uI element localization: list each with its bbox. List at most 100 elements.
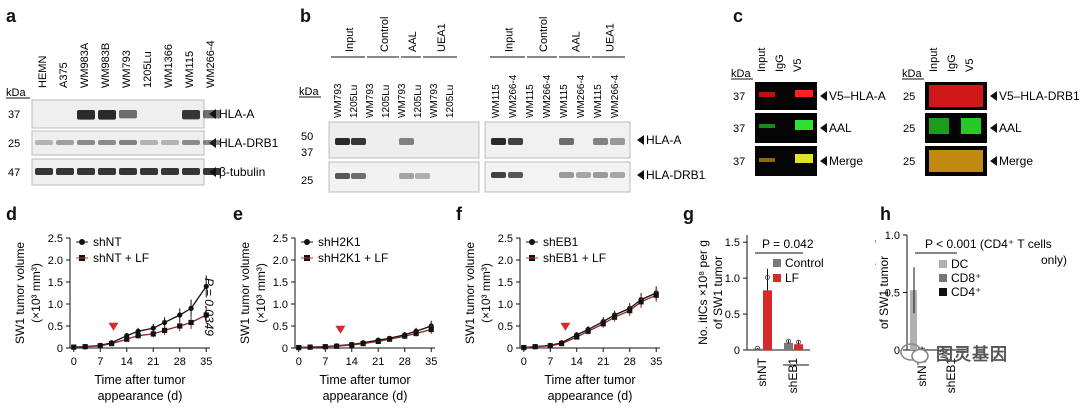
band	[415, 173, 430, 179]
band	[77, 140, 95, 145]
group-label: Control	[379, 17, 391, 52]
band	[98, 110, 116, 120]
band	[182, 140, 200, 145]
band	[961, 118, 981, 134]
data-point	[521, 344, 527, 351]
row-label: AAL	[829, 121, 852, 135]
x-axis-title: Time after tumor	[544, 373, 635, 387]
lane-label: IgG	[774, 54, 786, 72]
band	[119, 168, 137, 175]
data-point	[796, 339, 801, 345]
lane-label: WM983A	[79, 42, 91, 88]
band-arrow	[637, 170, 644, 180]
lane-label: WM266-4	[610, 74, 621, 118]
y-axis-subtitle: (×10³ mm³)	[254, 263, 268, 323]
data-point	[135, 328, 141, 334]
x-category-label: shEB1	[786, 358, 800, 394]
p-value: P = 0.0349	[202, 278, 216, 336]
x-tick-label: 14	[346, 356, 358, 368]
legend-swatch	[939, 274, 947, 282]
band	[119, 110, 137, 119]
treatment-arrow	[108, 322, 119, 331]
panel-e-chart: 0 0.5 1.0 1.5 2.0 2.5 0 7 14 21 28 35 SW1 tumor volu…	[238, 233, 437, 403]
band	[491, 138, 506, 145]
watermark: 图灵基因	[900, 340, 1008, 365]
band	[593, 138, 608, 145]
bar	[784, 342, 793, 350]
kda-mark: 25	[301, 175, 313, 187]
lane-label: WM266-4	[508, 74, 519, 118]
lane-label: 1205Lu	[381, 85, 392, 118]
data-point	[386, 336, 393, 342]
band	[35, 168, 53, 175]
group-label: AAL	[407, 31, 419, 52]
row-label: V5–HLA-DRB1	[999, 89, 1080, 103]
data-point	[334, 343, 340, 349]
x-tick-label: 14	[121, 356, 133, 368]
lane-label: WM793	[365, 83, 376, 118]
data-point	[124, 336, 130, 342]
band	[399, 173, 414, 179]
x-tick-label: 14	[571, 356, 583, 368]
treatment-arrow	[560, 322, 571, 331]
y-tick-label: 2.0	[498, 255, 513, 267]
x-tick-label: 0	[71, 356, 77, 368]
wechat-icon	[900, 342, 929, 363]
data-point	[532, 344, 538, 350]
lane-label: 1205Lu	[413, 85, 424, 118]
y-axis-title: SW1 tumor volume	[13, 242, 27, 344]
panel-g-chart: 0 0.5 1.0 1.5 No. itlCs ×10⁸ per g of SW1 tum…	[696, 235, 824, 394]
data-point	[161, 327, 168, 333]
legend-label: shNT	[93, 235, 122, 249]
x-tick-label: 35	[425, 356, 437, 368]
lane-label: WM793	[121, 50, 133, 88]
row-label: AAL	[999, 121, 1022, 135]
y-tick-label: 1.5	[48, 277, 63, 289]
panel-label-f: f	[456, 204, 462, 224]
lane-label: 1205Lu	[349, 85, 360, 118]
data-point	[559, 341, 565, 347]
data-point	[755, 345, 760, 351]
band	[929, 118, 949, 134]
bar	[753, 348, 762, 350]
band	[182, 168, 200, 175]
y-tick-label: 1.0	[273, 299, 288, 311]
data-point	[402, 333, 408, 339]
x-axis-title: Time after tumor	[319, 373, 410, 387]
x-category-label: shNT	[755, 357, 769, 386]
band	[559, 138, 574, 145]
kda-label: kDa	[731, 68, 751, 80]
band-arrow	[990, 91, 997, 101]
panel-label-b: b	[300, 6, 311, 26]
lane-label: WM115	[593, 84, 604, 118]
data-point	[585, 328, 591, 334]
lane-label: WM115	[184, 51, 196, 88]
lane-label: WM793	[429, 83, 440, 118]
band-label: HLA-DRB1	[219, 136, 279, 150]
data-point	[188, 305, 194, 311]
lane-label: A375	[58, 62, 70, 88]
data-point	[413, 330, 419, 337]
y-tick-label: 0.5	[725, 309, 740, 321]
kda-mark: 37	[8, 109, 20, 121]
band	[56, 140, 74, 145]
lane-label: WM983B	[100, 43, 112, 88]
legend-label: Control	[785, 256, 824, 270]
x-tick-label: 21	[372, 356, 384, 368]
y-tick-label: 1.0	[498, 299, 513, 311]
band	[77, 110, 95, 120]
band	[759, 124, 775, 128]
bar	[926, 350, 933, 351]
y-axis-title: SW1 tumor volume	[238, 242, 252, 344]
data-point	[150, 325, 156, 331]
data-point	[360, 341, 366, 347]
band	[759, 92, 775, 97]
bar	[794, 344, 803, 350]
legend-swatch	[939, 288, 947, 296]
band	[335, 173, 350, 179]
band	[929, 85, 983, 107]
y-tick-label: 1.5	[273, 277, 288, 289]
treatment-arrow	[335, 325, 346, 334]
lane-label: WM793	[333, 83, 344, 118]
group-label: Input	[344, 28, 356, 52]
